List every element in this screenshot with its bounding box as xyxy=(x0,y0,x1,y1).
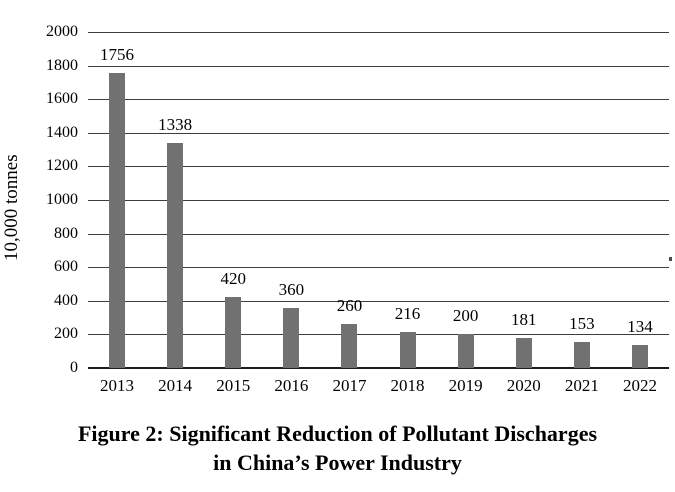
bar xyxy=(167,143,184,368)
bar xyxy=(341,324,358,368)
y-tick-label: 400 xyxy=(54,291,78,309)
gridline xyxy=(88,267,669,269)
x-tick-label: 2016 xyxy=(274,376,309,395)
x-tick-label: 2013 xyxy=(100,376,135,395)
bar xyxy=(399,331,416,368)
bar-value-label: 181 xyxy=(511,309,537,329)
figure-caption: Figure 2: Significant Reduction of Pollu… xyxy=(0,419,675,477)
y-tick-label: 1000 xyxy=(46,191,78,208)
y-tick-label: 1200 xyxy=(46,157,78,175)
gridline xyxy=(88,233,669,235)
gridline xyxy=(88,334,669,336)
figure-caption-line1: Figure 2: Significant Reduction of Pollu… xyxy=(77,421,598,446)
bar-value-label: 216 xyxy=(394,303,421,323)
bar-value-label: 153 xyxy=(569,314,595,334)
bar xyxy=(225,297,242,368)
y-tick-label: 0 xyxy=(70,359,78,376)
bar-value-label: 1756 xyxy=(100,44,135,64)
gridline xyxy=(88,300,669,302)
stray-mark xyxy=(669,257,672,261)
x-tick-label: 2021 xyxy=(564,376,599,395)
figure-caption-line2: in China’s Power Industry xyxy=(213,450,462,475)
x-tick-label: 2014 xyxy=(158,376,193,395)
x-tick-label: 2018 xyxy=(390,376,425,395)
gridline xyxy=(88,166,669,168)
gridline xyxy=(88,132,669,134)
gridline xyxy=(88,65,669,67)
y-tick-label: 600 xyxy=(54,258,78,276)
bar-value-label: 1338 xyxy=(158,115,193,135)
gridline xyxy=(88,200,669,201)
x-tick-label: 2019 xyxy=(448,376,483,395)
bar xyxy=(573,342,590,368)
x-tick-label: 2020 xyxy=(506,376,541,395)
x-tick-label: 2017 xyxy=(332,376,367,395)
y-tick-label: 2000 xyxy=(46,23,78,40)
bar-value-label: 200 xyxy=(452,306,479,326)
bar xyxy=(109,72,126,368)
bar-value-label: 360 xyxy=(278,279,305,299)
y-tick-label: 1400 xyxy=(46,123,78,141)
x-tick-label: 2015 xyxy=(216,376,251,395)
gridline xyxy=(88,99,669,101)
bar xyxy=(515,337,532,368)
bar xyxy=(631,345,648,368)
bar-value-label: 420 xyxy=(220,269,247,289)
y-tick-label: 200 xyxy=(54,325,78,343)
bar xyxy=(457,334,474,368)
gridline xyxy=(88,32,669,33)
y-tick-label: 1800 xyxy=(46,56,78,74)
bar xyxy=(283,307,300,368)
bar-value-label: 260 xyxy=(336,296,363,316)
y-tick-label: 800 xyxy=(54,224,78,242)
x-tick-label: 2022 xyxy=(622,376,657,395)
x-axis-line xyxy=(88,367,669,369)
bar-value-label: 134 xyxy=(627,317,653,337)
y-tick-label: 1600 xyxy=(46,90,78,108)
